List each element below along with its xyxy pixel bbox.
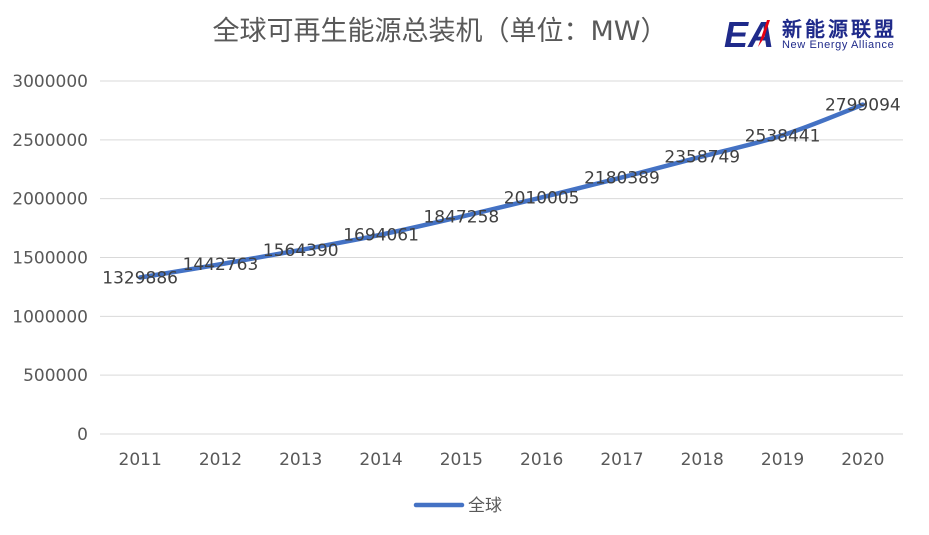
data-label: 1694061 — [343, 226, 419, 246]
logo-mark-text: EA — [724, 14, 774, 54]
y-axis-ticks: 0 500000 1000000 1500000 2000000 2500000 30000… — [12, 72, 88, 445]
y-tick-label: 2500000 — [12, 131, 88, 151]
x-tick-label: 2017 — [600, 450, 643, 470]
data-label: 2010005 — [504, 188, 580, 208]
data-labels: 1329886144276315643901694061184725820100… — [102, 96, 900, 289]
legend: 全球 — [413, 496, 502, 516]
logo: EA 新能源联盟 New Energy Alliance — [722, 12, 922, 58]
x-tick-label: 2013 — [279, 450, 322, 470]
logo-name-en: New Energy Alliance — [782, 39, 895, 51]
y-tick-label: 500000 — [23, 366, 88, 386]
legend-label: 全球 — [468, 496, 502, 516]
series-layer — [137, 102, 866, 280]
data-label: 2799094 — [825, 96, 901, 116]
x-tick-label: 2014 — [359, 450, 402, 470]
data-label: 1442763 — [183, 255, 259, 275]
data-label: 1329886 — [102, 269, 178, 289]
logo-name-cn: 新能源联盟 — [782, 17, 897, 41]
series-line-0 — [137, 102, 866, 280]
y-tick-label: 1000000 — [12, 307, 88, 327]
data-label: 2180389 — [584, 168, 660, 188]
data-label: 2538441 — [745, 126, 821, 146]
y-tick-label: 3000000 — [12, 72, 88, 92]
chart-title: 全球可再生能源总装机（单位：MW） — [213, 16, 668, 47]
x-tick-label: 2020 — [841, 450, 884, 470]
x-tick-label: 2012 — [199, 450, 242, 470]
y-tick-label: 2000000 — [12, 190, 88, 210]
logo-mark-icon: EA — [724, 14, 774, 54]
x-tick-label: 2016 — [520, 450, 563, 470]
x-tick-label: 2011 — [119, 450, 162, 470]
grid-lines — [100, 80, 903, 435]
x-tick-label: 2018 — [681, 450, 724, 470]
logo-accent-icon — [758, 20, 770, 47]
data-label: 1564390 — [263, 241, 339, 261]
data-label: 2358749 — [664, 147, 740, 167]
data-label: 1847258 — [423, 208, 499, 228]
x-tick-label: 2015 — [440, 450, 483, 470]
y-tick-label: 1500000 — [12, 249, 88, 269]
y-tick-label: 0 — [77, 425, 88, 445]
x-axis-ticks: 2011 2012 2013 2014 2015 2016 2017 2018 2019 2020 — [119, 450, 885, 470]
x-tick-label: 2019 — [761, 450, 804, 470]
